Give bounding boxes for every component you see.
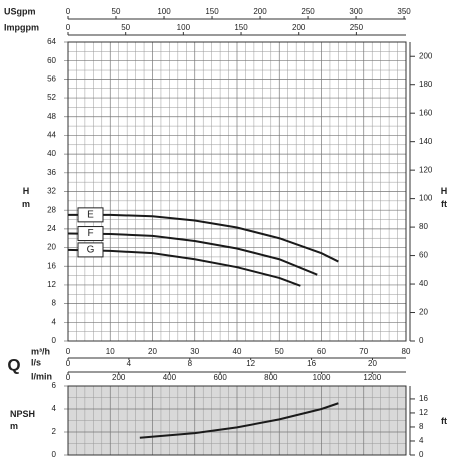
x-tick-label: 150 bbox=[234, 23, 248, 32]
axis-label: l/s bbox=[31, 357, 41, 367]
y2-tick-label: 200 bbox=[419, 51, 433, 60]
y2-tick-label: 60 bbox=[419, 251, 428, 260]
y-label-unit: m bbox=[22, 199, 30, 209]
y-label: NPSH bbox=[10, 409, 35, 419]
x-tick-label: 50 bbox=[112, 7, 121, 16]
curve bbox=[139, 402, 339, 439]
plot-frame bbox=[67, 385, 407, 456]
x-tick-label: 16 bbox=[307, 359, 316, 368]
plot-frame bbox=[67, 41, 407, 342]
x-tick-label: 0 bbox=[66, 373, 71, 382]
y-tick-label: 0 bbox=[52, 336, 57, 345]
x-tick-label: 50 bbox=[275, 347, 284, 356]
x-tick-label: 0 bbox=[66, 359, 71, 368]
curve bbox=[68, 213, 339, 263]
x-tick-label: 30 bbox=[190, 347, 199, 356]
y-tick-label: 4 bbox=[52, 404, 57, 413]
x-tick-label: 200 bbox=[112, 373, 126, 382]
axis-label: Impgpm bbox=[4, 22, 39, 32]
y-tick-label: 12 bbox=[47, 280, 56, 289]
y-tick-label: 28 bbox=[47, 205, 56, 214]
curve-label-box bbox=[77, 226, 104, 242]
y2-tick-label: 16 bbox=[419, 394, 428, 403]
x-tick-label: 100 bbox=[177, 23, 191, 32]
y-tick-label: 0 bbox=[52, 450, 57, 459]
x-tick-label: 250 bbox=[350, 23, 364, 32]
x-symbol: Q bbox=[7, 355, 20, 374]
y-tick-label: 36 bbox=[47, 168, 56, 177]
y2-tick-label: 0 bbox=[419, 336, 424, 345]
x-tick-label: 150 bbox=[205, 7, 219, 16]
x-tick-label: 800 bbox=[264, 373, 278, 382]
y2-label-unit: ft bbox=[441, 416, 447, 426]
x-tick-label: 8 bbox=[188, 359, 193, 368]
y2-label-unit: ft bbox=[441, 199, 447, 209]
y-tick-label: 16 bbox=[47, 261, 56, 270]
y-tick-label: 32 bbox=[47, 187, 56, 196]
curve-label-box bbox=[77, 242, 104, 258]
y-tick-label: 56 bbox=[47, 74, 56, 83]
y2-tick-label: 8 bbox=[419, 422, 424, 431]
y-tick-label: 20 bbox=[47, 243, 56, 252]
y2-tick-label: 20 bbox=[419, 308, 428, 317]
y-tick-label: 4 bbox=[52, 317, 57, 326]
x-tick-label: 200 bbox=[292, 23, 306, 32]
x-tick-label: 60 bbox=[317, 347, 326, 356]
y-tick-label: 52 bbox=[47, 93, 56, 102]
y2-tick-label: 160 bbox=[419, 108, 433, 117]
y-label-unit: m bbox=[10, 421, 18, 431]
axis-label: m³/h bbox=[31, 346, 50, 356]
y2-tick-label: 4 bbox=[419, 436, 424, 445]
x-tick-label: 600 bbox=[213, 373, 227, 382]
y2-tick-label: 12 bbox=[419, 408, 428, 417]
x-tick-label: 10 bbox=[106, 347, 115, 356]
y2-tick-label: 180 bbox=[419, 80, 433, 89]
x-tick-label: 4 bbox=[127, 359, 132, 368]
x-tick-label: 400 bbox=[163, 373, 177, 382]
y2-tick-label: 40 bbox=[419, 279, 428, 288]
x-tick-label: 70 bbox=[359, 347, 368, 356]
y-tick-label: 44 bbox=[47, 131, 56, 140]
y-tick-label: 24 bbox=[47, 224, 56, 233]
x-tick-label: 250 bbox=[301, 7, 315, 16]
curve-label: G bbox=[87, 245, 95, 256]
y-tick-label: 6 bbox=[52, 381, 57, 390]
y-tick-label: 8 bbox=[52, 299, 57, 308]
x-tick-label: 200 bbox=[253, 7, 267, 16]
y-tick-label: 48 bbox=[47, 112, 56, 121]
x-tick-label: 80 bbox=[402, 347, 411, 356]
x-tick-label: 0 bbox=[66, 347, 71, 356]
y2-tick-label: 100 bbox=[419, 194, 433, 203]
x-tick-label: 20 bbox=[148, 347, 157, 356]
y-tick-label: 64 bbox=[47, 37, 56, 46]
y2-tick-label: 120 bbox=[419, 165, 433, 174]
x-tick-label: 1200 bbox=[363, 373, 381, 382]
y2-label: H bbox=[441, 186, 448, 196]
x-tick-label: 0 bbox=[66, 7, 71, 16]
y2-tick-label: 0 bbox=[419, 450, 424, 459]
x-tick-label: 350 bbox=[397, 7, 411, 16]
curve bbox=[67, 232, 318, 276]
y2-tick-label: 80 bbox=[419, 222, 428, 231]
x-tick-label: 1000 bbox=[313, 373, 331, 382]
y-label: H bbox=[23, 186, 30, 196]
axis-label: USgpm bbox=[4, 6, 36, 16]
axis-label: l/min bbox=[31, 371, 52, 381]
x-tick-label: 300 bbox=[349, 7, 363, 16]
x-tick-label: 20 bbox=[368, 359, 377, 368]
x-tick-label: 40 bbox=[233, 347, 242, 356]
curve-label-box bbox=[77, 207, 104, 223]
curve bbox=[67, 248, 301, 287]
x-tick-label: 0 bbox=[66, 23, 71, 32]
x-tick-label: 50 bbox=[121, 23, 130, 32]
y-tick-label: 60 bbox=[47, 56, 56, 65]
x-tick-label: 100 bbox=[157, 7, 171, 16]
curve-label: F bbox=[87, 228, 93, 239]
y-tick-label: 2 bbox=[52, 427, 57, 436]
curve-label: E bbox=[87, 210, 94, 221]
x-tick-label: 12 bbox=[246, 359, 255, 368]
y2-tick-label: 140 bbox=[419, 137, 433, 146]
y-tick-label: 40 bbox=[47, 149, 56, 158]
